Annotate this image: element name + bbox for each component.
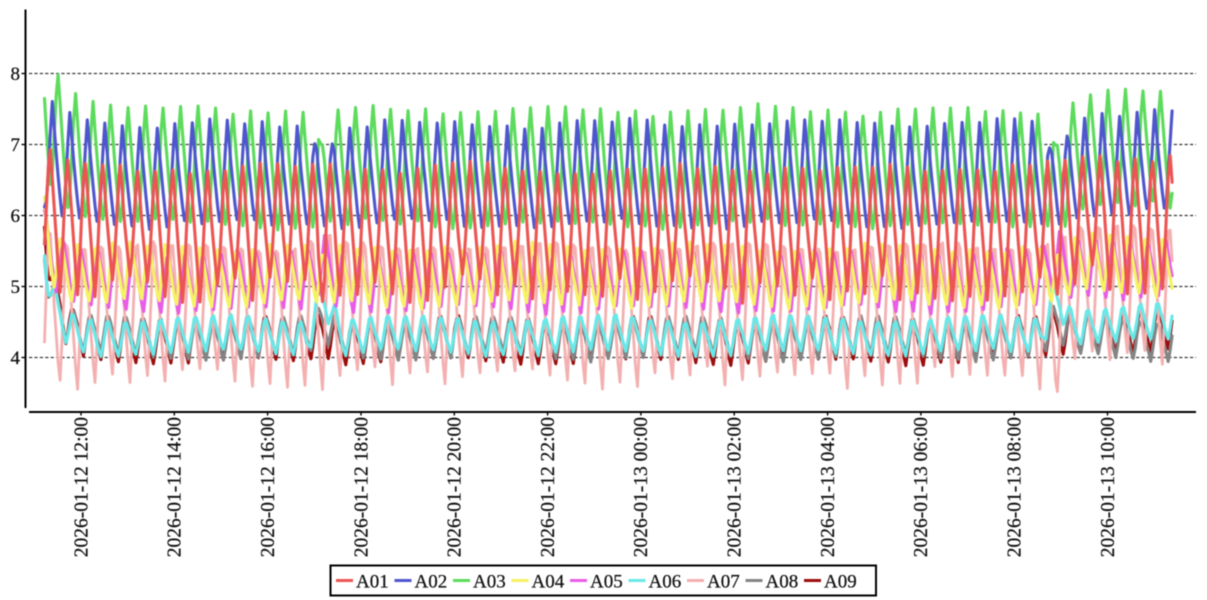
svg-text:7: 7 (11, 135, 21, 156)
svg-text:A04: A04 (532, 572, 565, 593)
svg-text:2026-01-12 18:00: 2026-01-12 18:00 (351, 417, 372, 557)
svg-text:5: 5 (11, 277, 21, 298)
svg-text:A08: A08 (766, 572, 799, 593)
svg-text:2026-01-13 00:00: 2026-01-13 00:00 (631, 417, 652, 557)
svg-text:A05: A05 (590, 572, 623, 593)
svg-text:2026-01-12 22:00: 2026-01-12 22:00 (538, 417, 559, 557)
svg-text:A03: A03 (473, 572, 506, 593)
svg-text:2026-01-12 14:00: 2026-01-12 14:00 (165, 417, 186, 557)
svg-text:2026-01-13 02:00: 2026-01-13 02:00 (725, 417, 746, 557)
svg-text:8: 8 (11, 64, 21, 85)
svg-text:A07: A07 (707, 572, 740, 593)
svg-text:2026-01-13 08:00: 2026-01-13 08:00 (1005, 417, 1026, 557)
svg-text:2026-01-13 10:00: 2026-01-13 10:00 (1098, 417, 1119, 557)
svg-text:6: 6 (11, 206, 21, 227)
svg-text:A09: A09 (824, 572, 857, 593)
svg-text:A02: A02 (415, 572, 448, 593)
svg-text:2026-01-12 16:00: 2026-01-12 16:00 (258, 417, 279, 557)
svg-text:2026-01-12 20:00: 2026-01-12 20:00 (445, 417, 466, 557)
svg-text:4: 4 (11, 348, 21, 369)
svg-text:A06: A06 (649, 572, 682, 593)
svg-text:2026-01-13 04:00: 2026-01-13 04:00 (818, 417, 839, 557)
svg-text:2026-01-12 12:00: 2026-01-12 12:00 (71, 417, 92, 557)
svg-text:2026-01-13 06:00: 2026-01-13 06:00 (911, 417, 932, 557)
svg-text:A01: A01 (356, 572, 389, 593)
